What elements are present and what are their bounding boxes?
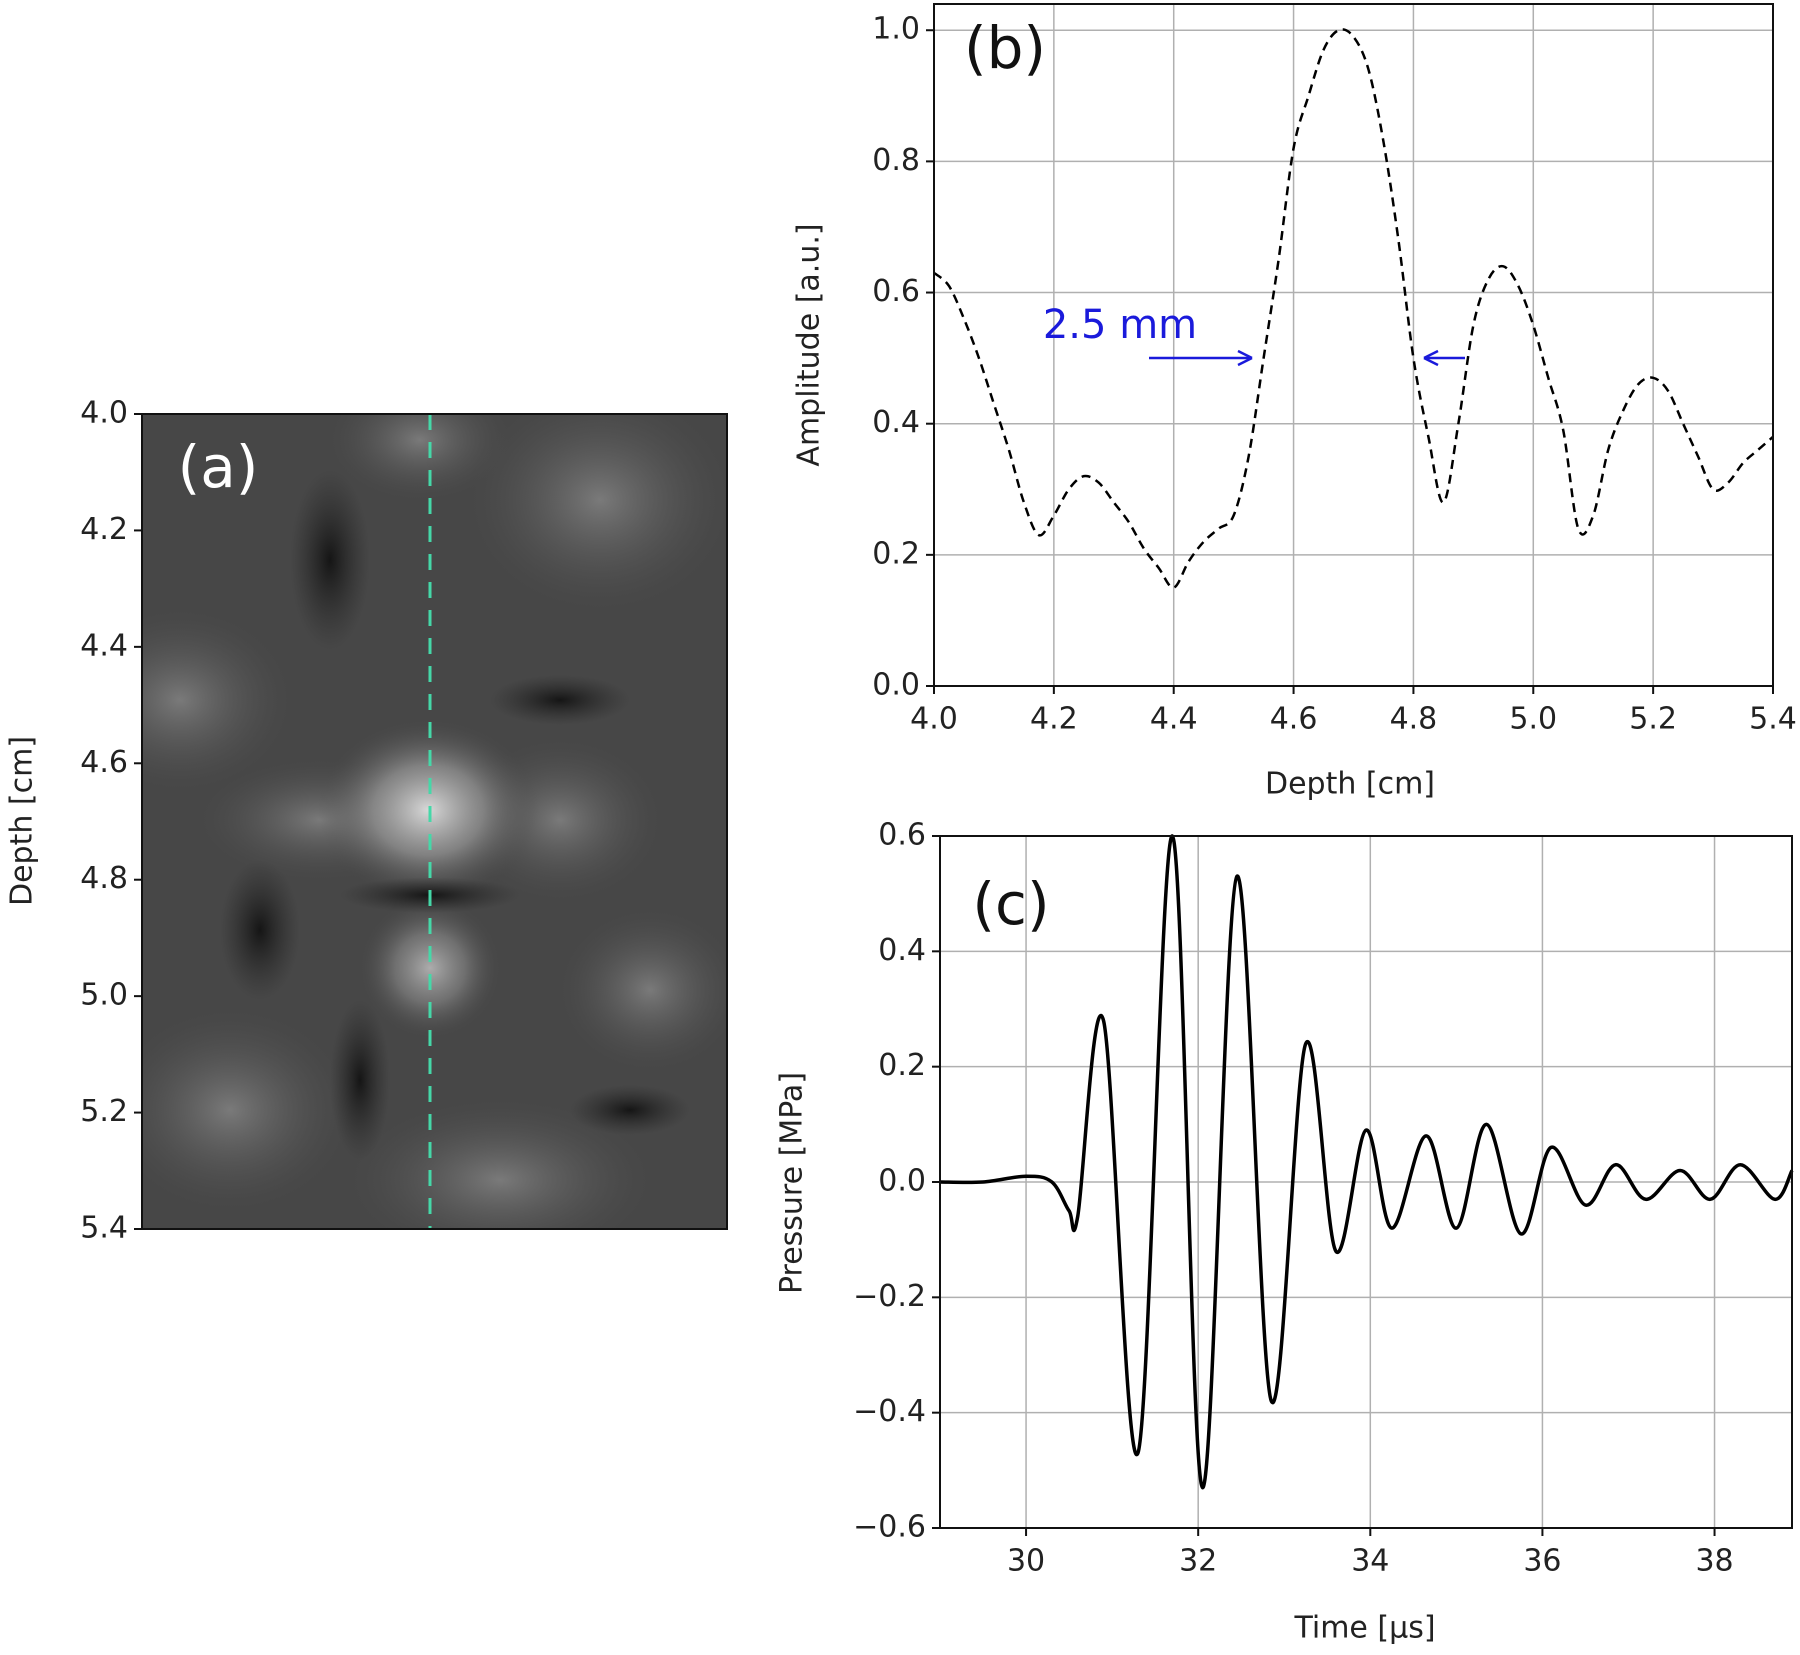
x-tick-label: 5.2	[1629, 702, 1677, 737]
x-tick-label: 5.4	[1749, 702, 1797, 737]
x-axis-label: Depth [cm]	[1265, 767, 1435, 802]
x-tick-label: 30	[1007, 1544, 1045, 1579]
y-tick-label: 0.6	[878, 818, 926, 853]
annotation: 2.5 mm	[1043, 302, 1197, 348]
panel-label: (b)	[964, 14, 1046, 82]
x-tick-label: 38	[1695, 1544, 1733, 1579]
x-tick-label: 36	[1523, 1544, 1561, 1579]
x-tick-label: 32	[1179, 1544, 1217, 1579]
x-tick-label: 5.0	[1509, 702, 1557, 737]
y-tick-label: 4.4	[80, 628, 128, 663]
y-tick-label: −0.2	[853, 1279, 926, 1314]
x-tick-label: 4.2	[1030, 702, 1078, 737]
x-tick-label: 4.4	[1150, 702, 1198, 737]
y-tick-label: 0.6	[872, 274, 920, 309]
arrow-head	[1237, 349, 1253, 367]
y-tick-label: 0.2	[878, 1048, 926, 1083]
x-axis-label: Time [µs]	[1293, 1611, 1435, 1646]
y-tick-label: 0.8	[872, 143, 920, 178]
y-tick-label: 0.0	[872, 668, 920, 703]
y-tick-label: 4.8	[80, 861, 128, 896]
y-tick-label: −0.4	[853, 1394, 926, 1429]
y-tick-label: 5.2	[80, 1094, 128, 1129]
y-axis-label: Depth [cm]	[5, 736, 40, 906]
y-tick-label: 5.0	[80, 978, 128, 1013]
y-tick-label: 0.2	[872, 536, 920, 571]
y-tick-label: 0.0	[878, 1164, 926, 1199]
y-axis-label: Amplitude [a.u.]	[792, 223, 827, 466]
x-tick-label: 34	[1351, 1544, 1389, 1579]
y-tick-label: 0.4	[872, 405, 920, 440]
panel-label: (a)	[178, 433, 259, 501]
y-tick-label: 1.0	[872, 12, 920, 47]
y-tick-label: 0.4	[878, 933, 926, 968]
panel-label: (c)	[972, 870, 1049, 938]
x-tick-label: 4.6	[1270, 702, 1318, 737]
y-axis-label: Pressure [MPa]	[775, 1072, 810, 1294]
heatmap	[142, 414, 727, 1229]
y-tick-label: 5.4	[80, 1211, 128, 1246]
y-tick-label: −0.6	[853, 1510, 926, 1545]
y-tick-label: 4.6	[80, 745, 128, 780]
y-tick-label: 4.0	[80, 396, 128, 431]
frame	[939, 835, 1793, 1529]
data-line	[933, 28, 1774, 589]
arrow-head	[1423, 349, 1439, 367]
x-tick-label: 4.8	[1390, 702, 1438, 737]
frame	[141, 413, 728, 1230]
x-tick-label: 4.0	[910, 702, 958, 737]
y-tick-label: 4.2	[80, 512, 128, 547]
frame	[933, 3, 1774, 687]
data-line	[939, 834, 1794, 1490]
